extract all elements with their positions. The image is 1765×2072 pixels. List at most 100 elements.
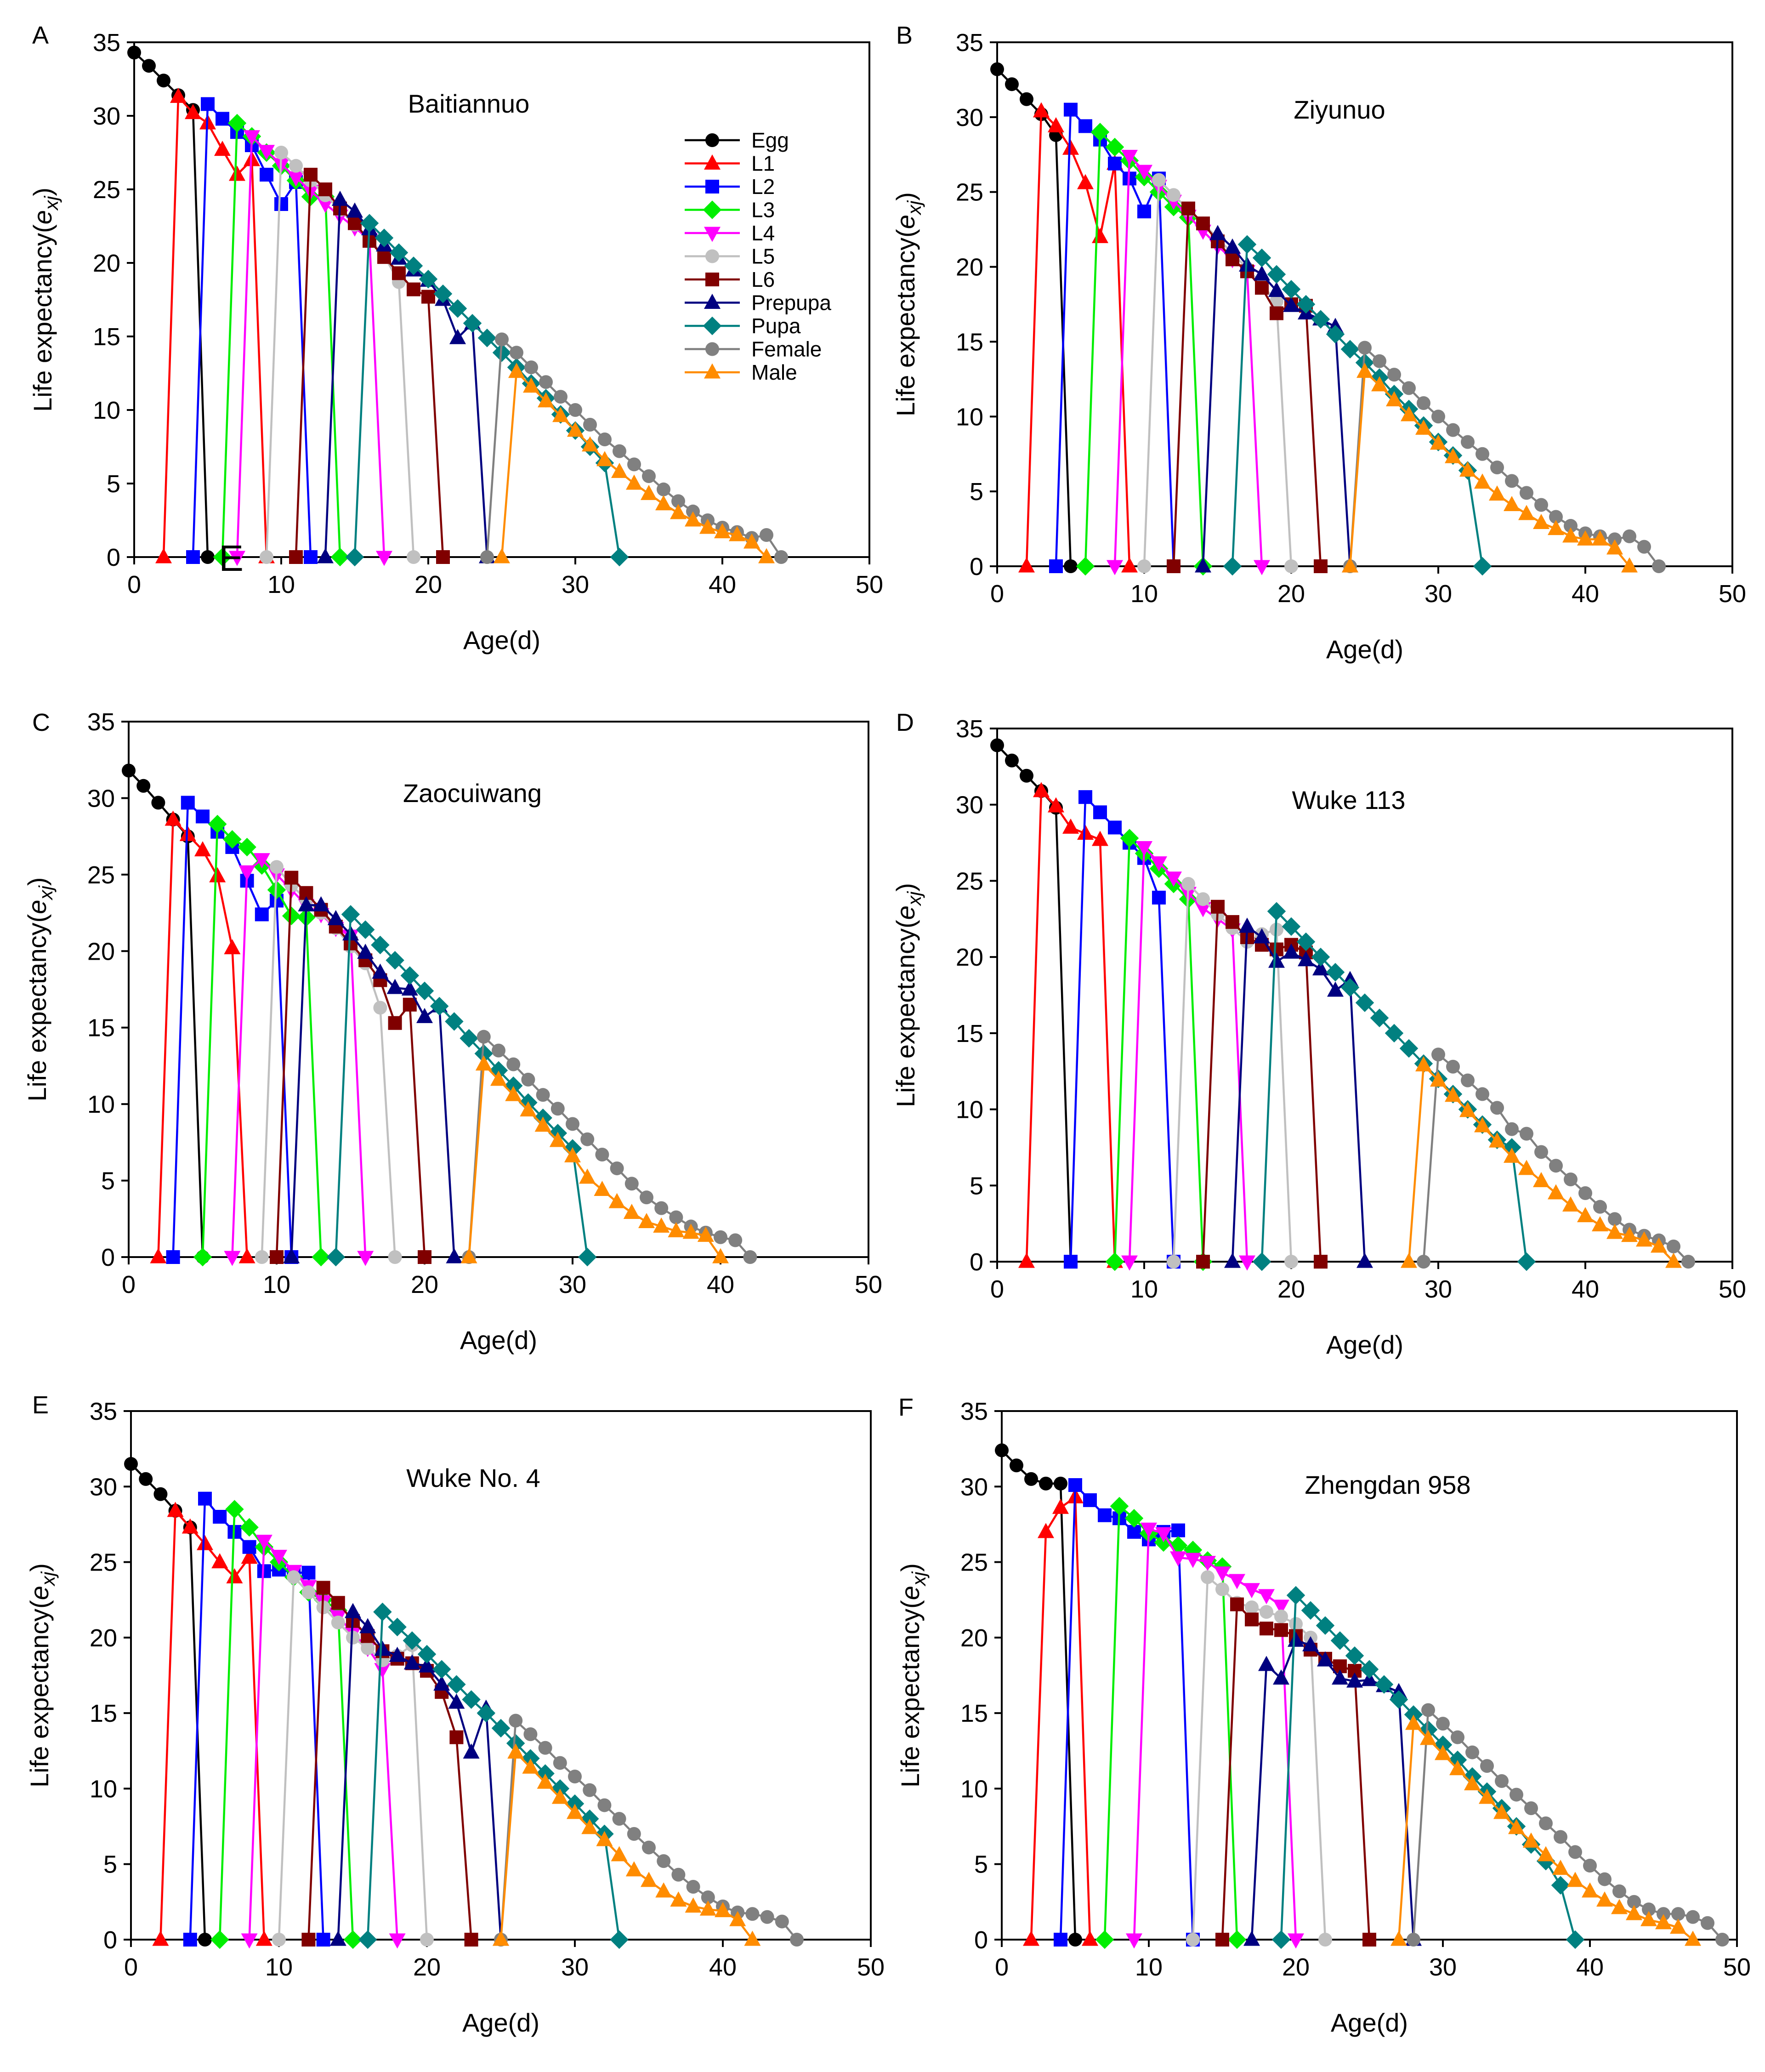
- data-point-l2: [201, 97, 215, 111]
- data-point-male: [1592, 1216, 1608, 1231]
- data-point-male: [611, 1846, 628, 1861]
- y-tick-label: 10: [960, 1775, 988, 1803]
- data-point-female: [583, 1783, 597, 1797]
- data-point-l1: [182, 1518, 199, 1534]
- panel-B: 0 10 20 30 40 50 0 5 10 15 20 25 30 35 B Ziyunuo Age(d) L…: [891, 22, 1746, 664]
- data-point-l3: [1124, 1509, 1144, 1528]
- data-point-female: [790, 1933, 804, 1947]
- data-point-male: [655, 1882, 672, 1898]
- data-point-pupa: [341, 905, 360, 924]
- data-point-egg: [1005, 77, 1019, 91]
- data-point-l1: [155, 548, 172, 564]
- series-prepupa: [317, 190, 495, 564]
- data-point-pupa: [1316, 1616, 1335, 1635]
- data-point-l1: [1018, 557, 1035, 573]
- data-point-l3: [1110, 1497, 1129, 1516]
- data-point-l5: [361, 1641, 375, 1655]
- data-point-male: [1596, 1891, 1613, 1907]
- data-point-l5: [272, 1933, 286, 1947]
- y-tick-label: 25: [956, 867, 983, 895]
- data-point-female: [728, 1233, 743, 1247]
- data-point-l6: [1230, 1597, 1244, 1611]
- data-point-l5: [270, 860, 284, 874]
- data-point-l1: [185, 104, 201, 120]
- data-point-l4: [389, 1933, 406, 1949]
- data-point-male: [1640, 1911, 1657, 1926]
- data-point-l1: [1023, 1930, 1039, 1946]
- data-point-pupa: [1345, 1646, 1364, 1665]
- series-line-pupa: [335, 912, 589, 1258]
- data-point-l3: [1105, 137, 1124, 157]
- legend-item-l5: L5: [685, 245, 775, 268]
- data-point-female: [701, 1890, 715, 1904]
- data-point-male: [1390, 1930, 1407, 1946]
- series-line-l6: [307, 1585, 472, 1940]
- data-point-female: [714, 1230, 727, 1244]
- data-point-pupa: [1252, 248, 1271, 268]
- data-point-l6: [1226, 252, 1239, 267]
- data-point-pupa: [326, 1247, 346, 1267]
- data-point-l6: [1196, 1255, 1210, 1269]
- data-point-prepupa: [448, 1693, 465, 1709]
- data-point-l4: [357, 1251, 374, 1266]
- data-point-pupa: [1282, 917, 1301, 936]
- data-point-l5: [1284, 1255, 1298, 1269]
- y-tick-label: 5: [101, 1167, 115, 1195]
- data-point-l1: [241, 1548, 258, 1564]
- legend-label: L2: [751, 175, 775, 199]
- data-point-prepupa: [345, 1603, 361, 1618]
- data-point-pupa: [1370, 1008, 1389, 1027]
- data-point-l6: [1211, 899, 1225, 914]
- data-point-pupa: [1566, 1930, 1585, 1949]
- series-female: [1417, 1047, 1695, 1269]
- data-point-l5: [1260, 1605, 1273, 1619]
- y-tick-label: 0: [103, 1926, 117, 1954]
- data-point-prepupa: [346, 202, 363, 218]
- series-l4: [1126, 1522, 1304, 1949]
- plot-frame: [128, 721, 869, 1258]
- data-point-male: [697, 1226, 714, 1242]
- data-point-female: [743, 1250, 757, 1264]
- legend-marker: [705, 180, 719, 194]
- legend-label: L3: [751, 198, 775, 222]
- y-tick-label: 35: [93, 29, 120, 57]
- data-point-l4: [1239, 1255, 1255, 1271]
- data-point-l6: [418, 1250, 431, 1264]
- data-point-pupa: [462, 1690, 481, 1709]
- x-tick-label: 40: [709, 571, 736, 598]
- data-point-male: [1626, 1905, 1642, 1920]
- data-point-l3: [238, 837, 256, 857]
- data-point-male: [1533, 514, 1549, 529]
- y-tick-label: 30: [960, 1473, 988, 1501]
- data-point-l6: [407, 282, 420, 296]
- data-point-l4: [1170, 1551, 1186, 1567]
- data-point-pupa: [1296, 932, 1316, 951]
- data-point-male: [537, 1773, 554, 1789]
- data-point-female: [1642, 1902, 1656, 1917]
- data-point-l1: [152, 1930, 169, 1946]
- data-point-l5: [373, 1001, 387, 1015]
- data-point-female: [1402, 381, 1416, 395]
- data-point-pupa: [1311, 310, 1330, 329]
- data-point-l4: [1141, 1522, 1157, 1538]
- data-point-female: [1505, 1122, 1519, 1136]
- series-l6: [301, 1581, 478, 1947]
- data-point-l6: [1181, 201, 1195, 216]
- data-point-male: [712, 1248, 729, 1264]
- data-point-l1: [167, 1502, 184, 1517]
- data-point-l2: [166, 1250, 180, 1264]
- data-point-l6: [289, 550, 303, 564]
- data-point-pupa: [415, 981, 434, 1001]
- data-point-l1: [1121, 557, 1138, 573]
- panel-C: 0 10 20 30 40 50 0 5 10 15 20 25 30 35 C Zaocuiwang Age(…: [23, 708, 882, 1355]
- legend-item-l3: L3: [685, 198, 775, 222]
- data-point-prepupa: [317, 548, 334, 564]
- x-tick-label: 10: [265, 1953, 293, 1981]
- data-point-egg: [1020, 768, 1033, 783]
- data-point-prepupa: [416, 1008, 433, 1023]
- series-line-female: [1349, 345, 1660, 567]
- series-l3: [210, 1500, 363, 1949]
- data-point-l1: [1082, 1930, 1098, 1946]
- y-tick-label: 5: [974, 1851, 988, 1878]
- data-point-l1: [211, 1553, 228, 1569]
